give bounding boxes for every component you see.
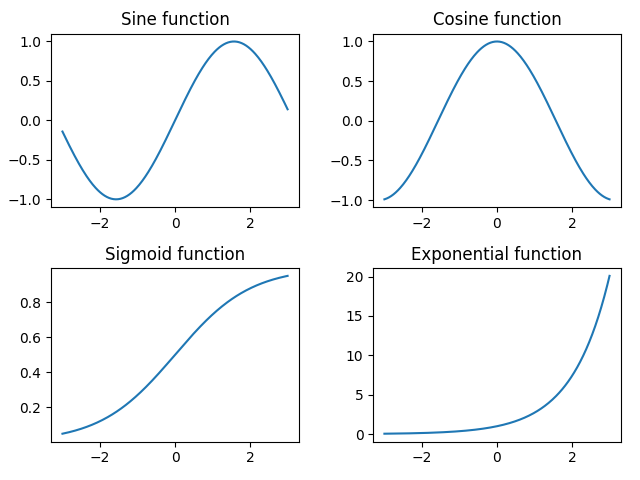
Title: Sine function: Sine function (120, 11, 230, 29)
Title: Exponential function: Exponential function (412, 246, 582, 264)
Title: Sigmoid function: Sigmoid function (105, 246, 245, 264)
Title: Cosine function: Cosine function (433, 11, 561, 29)
